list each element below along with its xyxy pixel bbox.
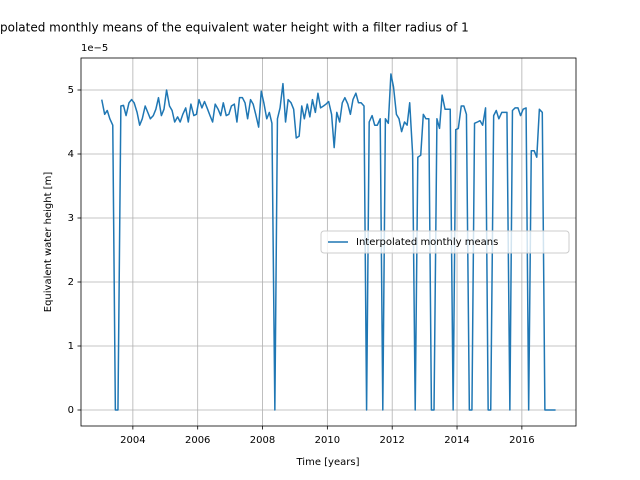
y-tick-label: 1	[68, 341, 74, 352]
chart-title: polated monthly means of the equivalent …	[0, 21, 469, 35]
legend-box	[320, 230, 570, 254]
x-tick-label: 2012	[379, 435, 404, 446]
y-tick-label: 2	[68, 277, 74, 288]
x-tick-label: 2006	[185, 435, 210, 446]
y-offset-label: 1e−5	[81, 43, 108, 54]
plot-frame	[80, 57, 577, 427]
x-axis-label: Time [years]	[296, 457, 360, 468]
y-tick-label: 0	[68, 405, 74, 416]
data-line	[101, 73, 556, 411]
legend: Interpolated monthly means	[320, 230, 570, 254]
y-tick-label: 4	[68, 149, 74, 160]
y-tick-label: 3	[68, 213, 74, 224]
legend-label: Interpolated monthly means	[356, 237, 498, 248]
x-tick-label: 2004	[120, 435, 145, 446]
y-tick-label: 5	[68, 85, 74, 96]
x-tick-label: 2010	[315, 435, 340, 446]
y-axis-label: Equivalent water height [m]	[43, 172, 54, 313]
x-tick-label: 2014	[444, 435, 469, 446]
x-tick-label: 2016	[509, 435, 534, 446]
x-tick-label: 2008	[250, 435, 275, 446]
